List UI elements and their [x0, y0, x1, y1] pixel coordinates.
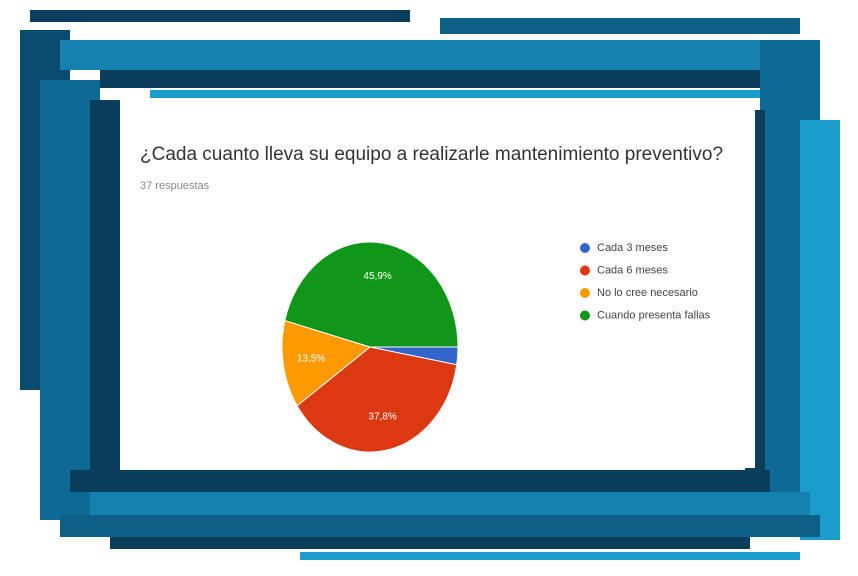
data-label: 37,8%: [368, 411, 396, 422]
chart-title: ¿Cada cuanto lleva su equipo a realizarl…: [140, 144, 723, 165]
legend-marker: [580, 311, 590, 321]
legend-label: Cuando presenta fallas: [597, 309, 711, 321]
legend-label: No lo cree necesario: [597, 287, 698, 299]
page: {"chart_data": {"type": "pie", "title": …: [0, 0, 858, 571]
legend-marker: [580, 243, 590, 253]
subtitle: 37 respuestas: [140, 180, 210, 192]
data-label: 45,9%: [363, 271, 391, 282]
legend-label: Cada 3 meses: [597, 242, 668, 254]
data-label: 13,5%: [297, 354, 325, 365]
legend-label: Cada 6 meses: [597, 264, 668, 276]
legend-marker: [580, 288, 590, 298]
legend-marker: [580, 266, 590, 276]
chart: ¿Cada cuanto lleva su equipo a realizarl…: [0, 0, 858, 571]
